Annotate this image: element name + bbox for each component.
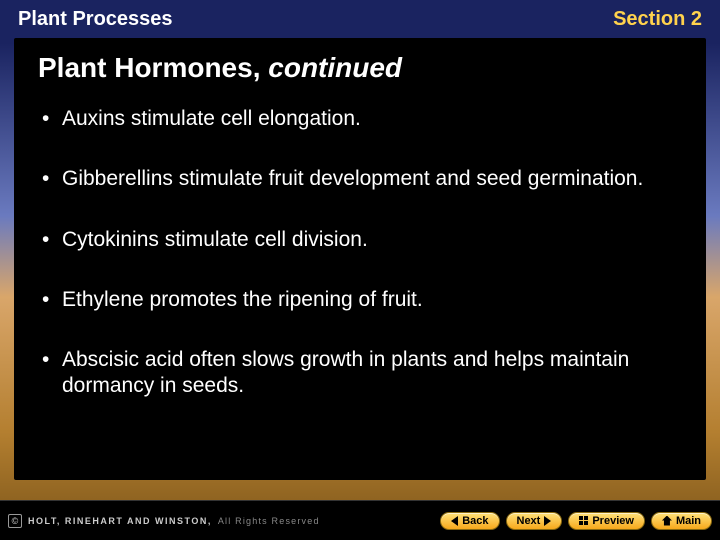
main-button[interactable]: Main [651,512,712,530]
chapter-title: Plant Processes [18,8,173,31]
main-label: Main [676,515,701,527]
home-icon [662,516,672,526]
next-label: Next [517,515,541,527]
nav-button-group: Back Next Preview Main [440,512,712,530]
copyright-block: © HOLT, RINEHART AND WINSTON, All Rights… [8,514,320,528]
rights-text: All Rights Reserved [218,516,320,526]
list-item: Gibberellins stimulate fruit development… [38,166,682,192]
copyright-icon: © [8,514,22,528]
next-button[interactable]: Next [506,512,563,530]
preview-button[interactable]: Preview [568,512,645,530]
back-label: Back [462,515,488,527]
title-italic: continued [268,52,402,83]
slide-title: Plant Hormones, continued [38,52,682,84]
content-panel: Plant Hormones, continued Auxins stimula… [14,38,706,480]
footer-bar: © HOLT, RINEHART AND WINSTON, All Rights… [0,500,720,540]
preview-label: Preview [592,515,634,527]
list-item: Abscisic acid often slows growth in plan… [38,347,682,400]
slide-background: Plant Processes Section 2 Plant Hormones… [0,0,720,540]
list-item: Auxins stimulate cell elongation. [38,106,682,132]
back-button[interactable]: Back [440,512,499,530]
publisher-text: HOLT, RINEHART AND WINSTON, [28,516,212,526]
title-main: Plant Hormones, [38,52,268,83]
section-label: Section 2 [613,8,702,31]
grid-icon [579,516,588,525]
list-item: Cytokinins stimulate cell division. [38,227,682,253]
bullet-list: Auxins stimulate cell elongation. Gibber… [38,106,682,400]
arrow-left-icon [451,516,458,526]
list-item: Ethylene promotes the ripening of fruit. [38,287,682,313]
arrow-right-icon [544,516,551,526]
slide-header: Plant Processes Section 2 [0,0,720,35]
